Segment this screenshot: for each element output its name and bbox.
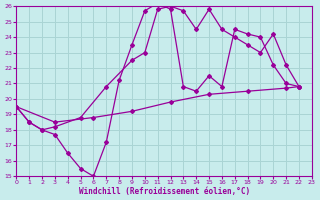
X-axis label: Windchill (Refroidissement éolien,°C): Windchill (Refroidissement éolien,°C) (78, 187, 250, 196)
